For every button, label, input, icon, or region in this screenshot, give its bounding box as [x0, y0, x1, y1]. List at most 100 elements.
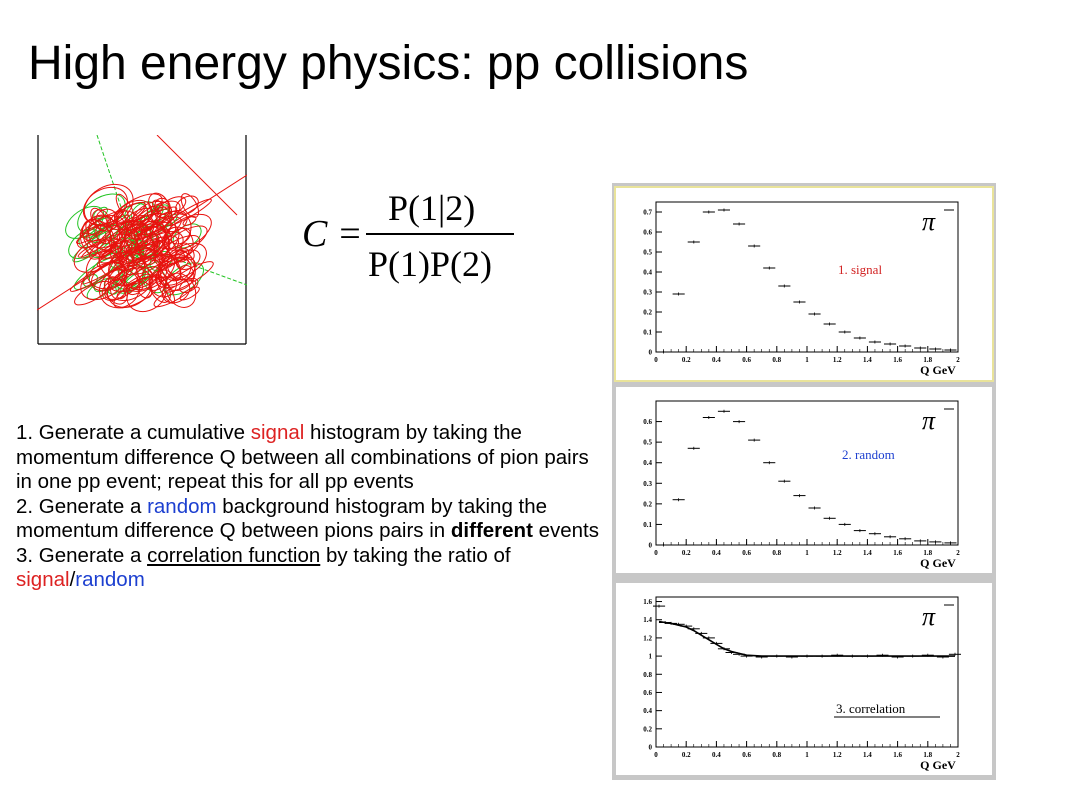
red-track — [119, 223, 167, 261]
x-tick-label: 0.8 — [772, 549, 781, 557]
red-track — [75, 221, 112, 244]
correlation-panel: 0 0.2 0.4 0.6 0.8 1 1.2 1.4 1.6 1.8 2 0 0.2 0.4 0.6 0.8… — [616, 583, 992, 775]
x-tick-label: 0.6 — [742, 751, 751, 759]
histogram-panels: 0 0.2 0.4 0.6 0.8 1 1.2 1.4 1.6 1.8 2 0 0.1 0.2 0.3 0.4… — [612, 183, 996, 780]
step-3-text-a: 3. Generate a — [16, 543, 148, 567]
x-tick-label: 1.8 — [923, 751, 932, 759]
y-tick-label: 0.2 — [643, 500, 652, 508]
procedure-steps: 1. Generate a cumulative signal histogra… — [16, 421, 606, 593]
step-1-signal-word: signal — [250, 421, 305, 444]
x-tick-label: 1 — [805, 751, 809, 759]
fit-curve — [658, 620, 955, 657]
step-2-different-word: different — [450, 519, 533, 542]
red-track — [152, 238, 173, 268]
panel-annotation: 1. signal — [838, 262, 882, 277]
y-tick-label: 1.2 — [643, 634, 652, 642]
red-track — [180, 193, 200, 218]
step-2-text-c: events — [532, 519, 600, 542]
x-tick-label: 1.8 — [923, 356, 932, 364]
formula-numerator: P(1|2) — [388, 188, 475, 228]
y-tick-label: 0.8 — [643, 671, 652, 679]
red-track — [161, 253, 182, 281]
x-tick-label: 0.4 — [712, 549, 721, 557]
x-axis-label: Q GeV — [920, 758, 956, 772]
step-2-text-a: 2. Generate a — [16, 494, 148, 518]
x-tick-label: 1.8 — [923, 549, 932, 557]
red-track — [162, 213, 212, 251]
red-track — [182, 215, 197, 227]
step-1-text-a: 1. Generate a cumulative — [16, 421, 251, 444]
y-tick-label: 0.3 — [643, 289, 652, 297]
correlation-formula: C = P(1|2) P(1)P(2) — [302, 188, 514, 284]
plot-frame — [655, 201, 959, 353]
red-track — [110, 242, 123, 255]
straight-track — [156, 135, 238, 216]
step-3-slash: / — [69, 568, 76, 591]
step-2: 2. Generate a random background histogra… — [16, 495, 606, 544]
red-track — [148, 274, 171, 303]
red-track — [125, 206, 172, 237]
x-tick-label: 1.2 — [833, 751, 842, 759]
y-tick-label: 0.1 — [643, 329, 652, 337]
x-tick-label: 1 — [805, 549, 809, 557]
red-track — [179, 264, 195, 282]
red-track — [123, 223, 159, 261]
red-track — [155, 235, 201, 266]
particle-symbol: π — [922, 406, 936, 435]
random-histogram: 0 0.2 0.4 0.6 0.8 1 1.2 1.4 1.6 1.8 2 0 0.1 0.2 0.3 0.4… — [643, 400, 960, 570]
formula-denominator: P(1)P(2) — [368, 244, 492, 284]
plot-frame — [655, 596, 959, 748]
x-tick-label: 1.4 — [863, 356, 872, 364]
panel-annotation: 2. random — [842, 447, 895, 462]
red-track — [166, 198, 212, 227]
x-tick-label: 1.4 — [863, 549, 872, 557]
y-tick-label: 0.4 — [643, 459, 652, 467]
y-tick-label: 0.5 — [643, 249, 652, 257]
x-tick-label: 0.2 — [682, 751, 691, 759]
signal-histogram: 0 0.2 0.4 0.6 0.8 1 1.2 1.4 1.6 1.8 2 0 0.1 0.2 0.3 0.4… — [643, 201, 960, 377]
slide-title: High energy physics: pp collisions — [28, 37, 749, 90]
red-track — [153, 280, 197, 308]
red-track — [155, 274, 176, 304]
y-tick-label: 0.6 — [643, 229, 652, 237]
red-track — [161, 278, 191, 304]
red-track — [101, 278, 128, 302]
y-tick-label: 0.1 — [643, 521, 652, 529]
y-tick-label: 0.6 — [643, 418, 652, 426]
x-tick-label: 1.2 — [833, 356, 842, 364]
particle-symbol: π — [922, 207, 936, 236]
x-axis-label: Q GeV — [920, 363, 956, 377]
red-track — [139, 218, 169, 238]
x-tick-label: 0.4 — [712, 356, 721, 364]
x-tick-label: 1.2 — [833, 549, 842, 557]
x-tick-label: 1.6 — [893, 549, 902, 557]
red-track — [156, 196, 187, 219]
step-3: 3. Generate a correlation function by ta… — [16, 544, 606, 593]
y-tick-label: 0.6 — [643, 689, 652, 697]
y-tick-label: 1.6 — [643, 598, 652, 606]
step-3-text-b: by taking the ratio of — [320, 543, 511, 567]
correlation-plot: 0 0.2 0.4 0.6 0.8 1 1.2 1.4 1.6 1.8 2 0 0.2 0.4 0.6 0.8… — [643, 596, 961, 772]
y-tick-label: 0 — [649, 542, 653, 550]
x-tick-label: 1.4 — [863, 751, 872, 759]
x-tick-label: 0 — [654, 549, 658, 557]
panel-annotation: 3. correlation — [836, 701, 906, 716]
red-track — [125, 236, 170, 266]
red-track — [99, 269, 141, 309]
x-tick-label: 2 — [956, 549, 960, 557]
red-track — [161, 225, 208, 258]
particle-symbol: π — [922, 602, 936, 631]
red-track — [126, 280, 144, 296]
step-2-random-word: random — [147, 494, 217, 518]
y-tick-label: 0.5 — [643, 439, 652, 447]
x-tick-label: 1 — [805, 356, 809, 364]
red-track — [163, 261, 214, 293]
x-tick-label: 1.6 — [893, 356, 902, 364]
y-tick-label: 0.3 — [643, 480, 652, 488]
red-track — [149, 210, 192, 250]
red-track — [179, 286, 200, 301]
x-axis-label: Q GeV — [920, 556, 956, 570]
random-panel: 0 0.2 0.4 0.6 0.8 1 1.2 1.4 1.6 1.8 2 0 0.1 0.2 0.3 0.4… — [616, 387, 992, 573]
y-tick-label: 0 — [649, 349, 653, 357]
step-1-text-b: histogram by taking the momentum differe… — [16, 421, 589, 493]
